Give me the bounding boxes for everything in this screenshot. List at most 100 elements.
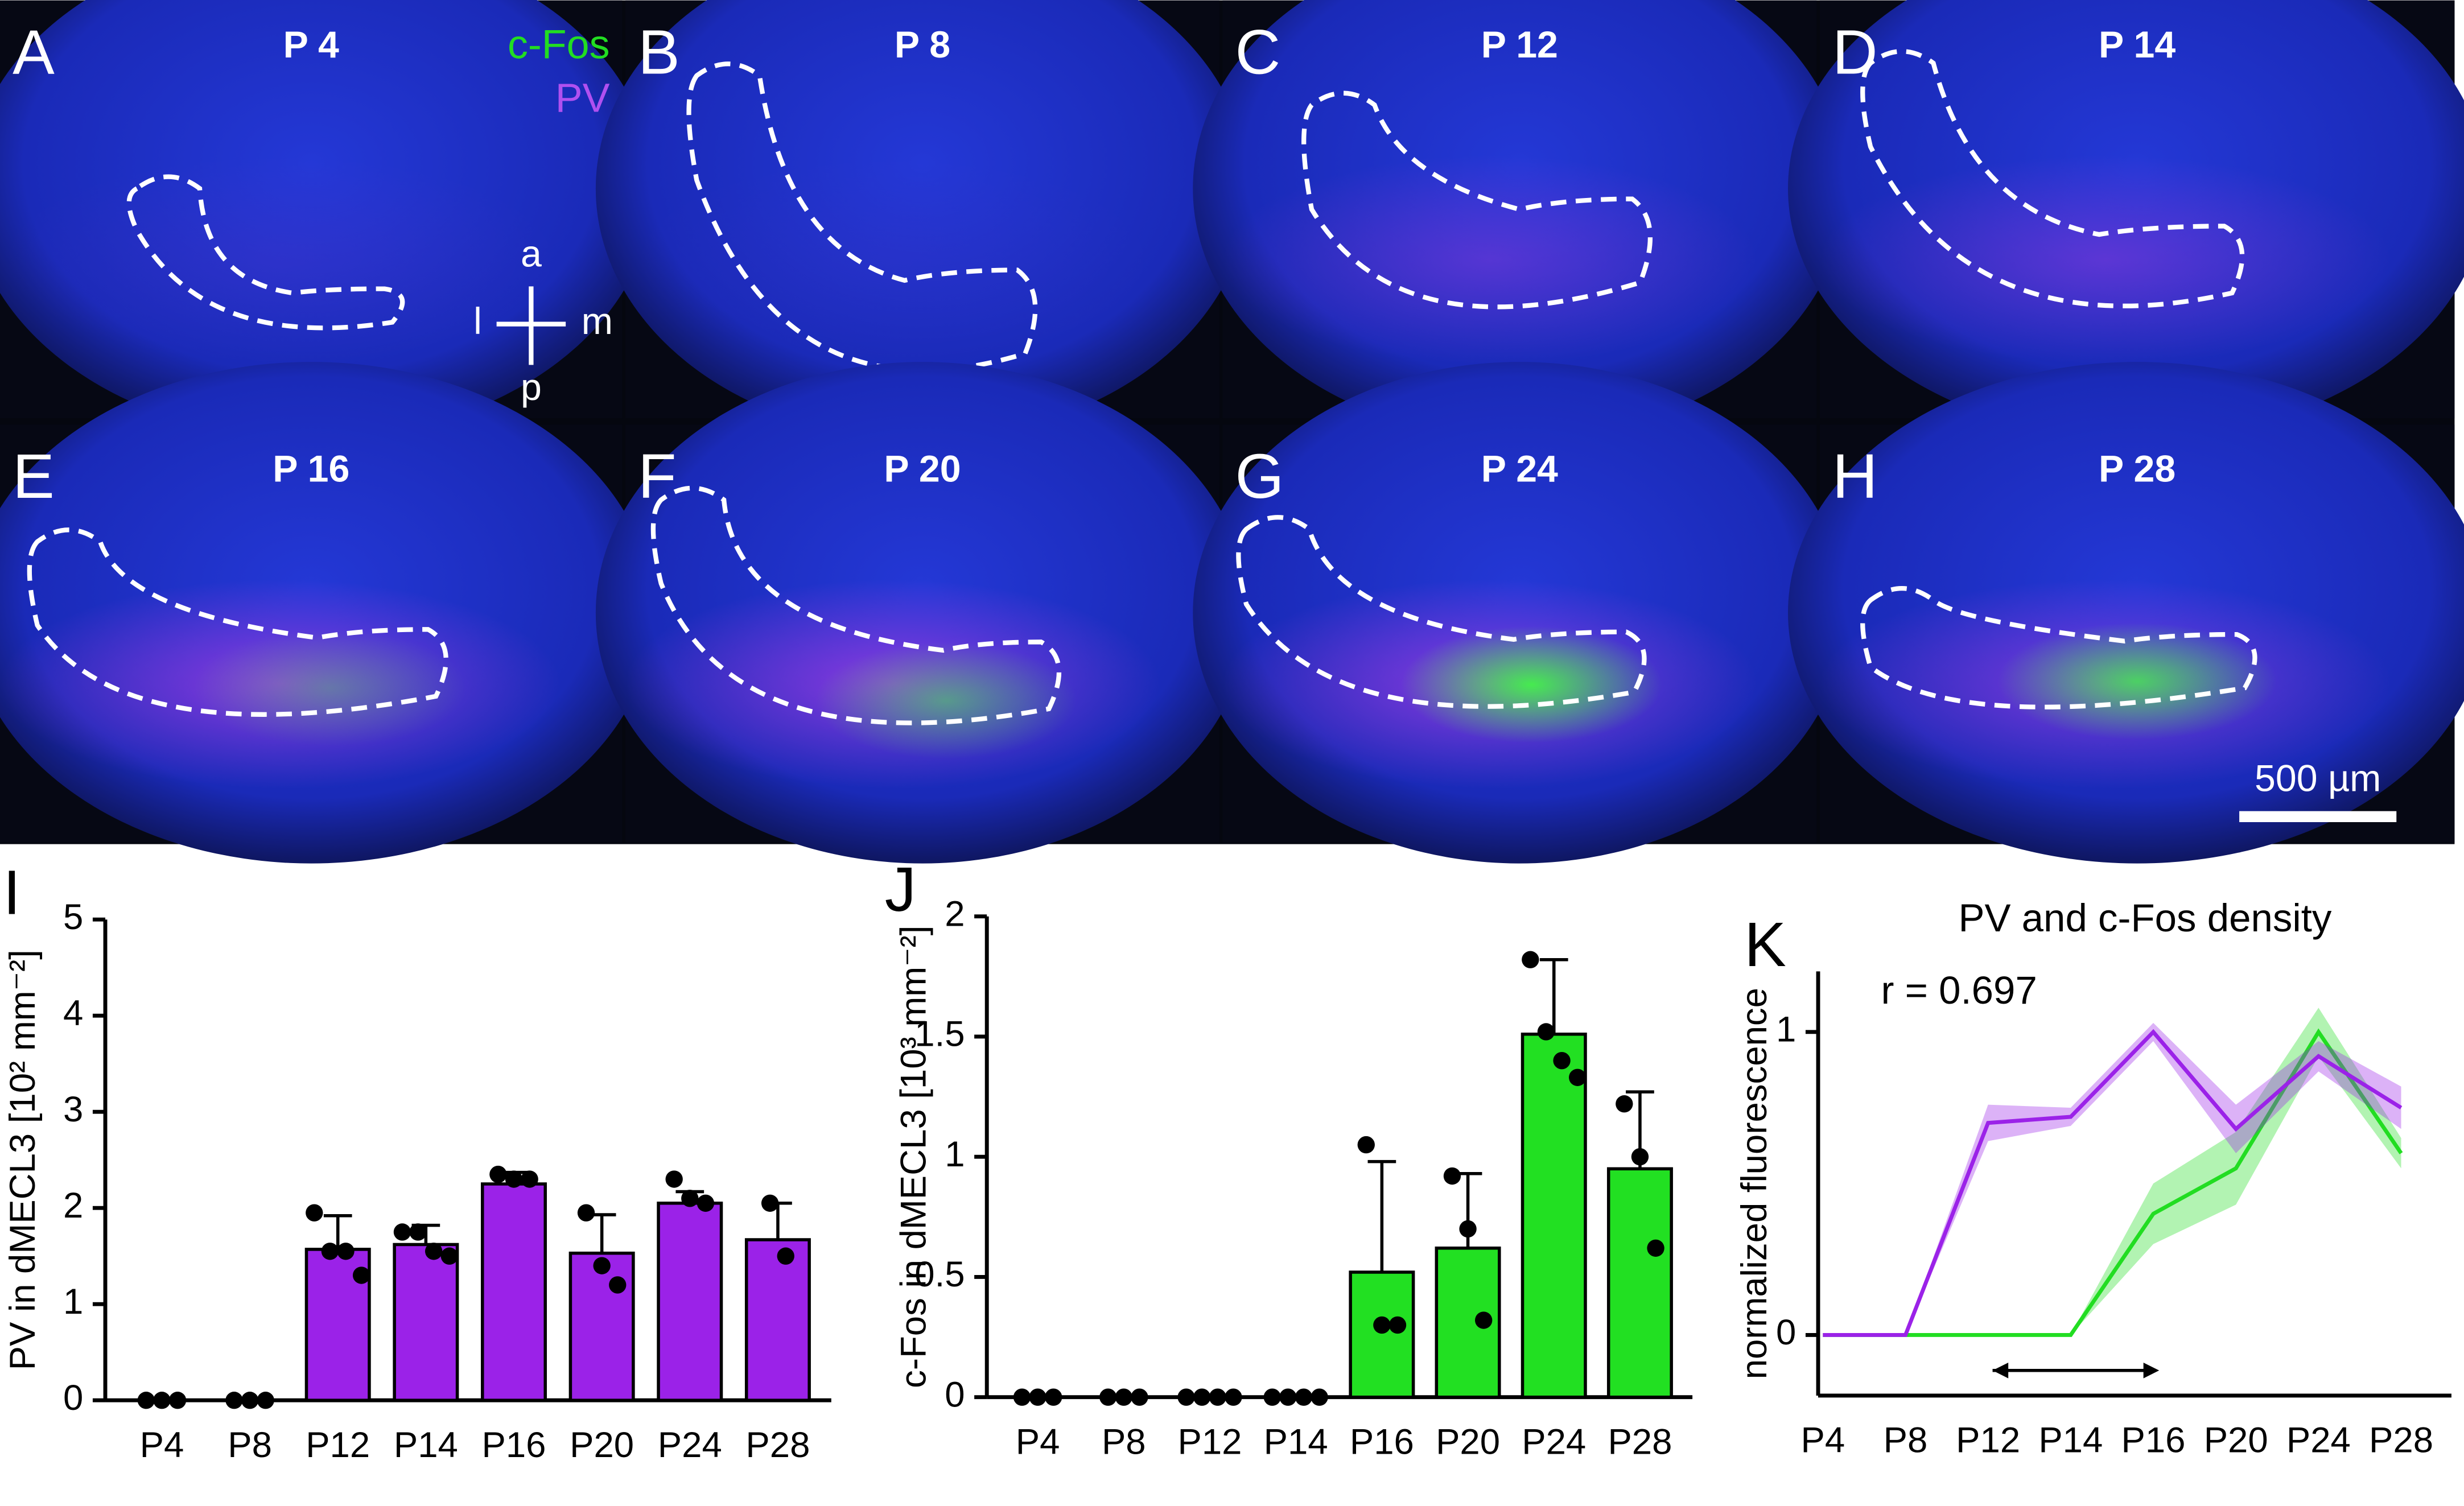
orientation-label: m — [582, 300, 613, 343]
data-point — [1131, 1388, 1148, 1406]
panel-letter: I — [3, 858, 21, 928]
data-point — [440, 1247, 458, 1265]
chart-title: PV and c-Fos density — [1958, 896, 2331, 940]
line — [1823, 1029, 2403, 1337]
pv-signal — [1222, 155, 1757, 364]
age-label: P 8 — [895, 24, 950, 66]
data-point — [1193, 1388, 1211, 1406]
data-point — [1373, 1316, 1391, 1334]
data-point — [697, 1194, 715, 1212]
y-tick-label: 1.5 — [914, 1014, 965, 1054]
micrograph: G P 24 — [1193, 362, 1847, 864]
panel-letter: D — [1832, 17, 1878, 87]
y-tick-label: 3 — [63, 1090, 83, 1129]
micrograph: C P 12 — [1193, 0, 1847, 439]
data-point — [1537, 1023, 1555, 1041]
scale-bar-label: 500 µm — [2255, 758, 2381, 800]
data-point — [1177, 1388, 1195, 1406]
data-point — [1522, 951, 1539, 968]
data-point — [337, 1243, 355, 1260]
panel-letter: B — [638, 17, 680, 87]
data-point — [257, 1392, 274, 1409]
data-point — [593, 1257, 611, 1274]
x-tick-label: P8 — [1102, 1422, 1146, 1462]
bar — [393, 1243, 459, 1402]
data-point — [1013, 1388, 1031, 1406]
y-axis-label: PV in dMECL3 [10² mm⁻²] — [3, 950, 43, 1370]
data-point — [1029, 1388, 1046, 1406]
x-tick-label: P16 — [482, 1425, 546, 1465]
panel-letter: H — [1832, 442, 1878, 511]
bar — [1521, 1032, 1587, 1399]
data-point — [681, 1190, 699, 1207]
orientation-label: p — [521, 366, 542, 409]
data-point — [609, 1276, 627, 1294]
micrograph: A P 4 — [0, 0, 654, 439]
panel-letter: C — [1235, 17, 1281, 87]
y-tick-label: 1 — [945, 1134, 965, 1174]
age-label: P 4 — [283, 24, 339, 66]
data-point — [225, 1392, 243, 1409]
orientation-label: l — [473, 300, 482, 343]
panel-letter: F — [638, 442, 676, 511]
region-outline — [686, 61, 1038, 373]
data-point — [665, 1170, 683, 1188]
data-point — [393, 1223, 411, 1241]
data-point — [1443, 1167, 1461, 1185]
x-tick-label: P24 — [1522, 1422, 1586, 1462]
micrograph: B P 8 — [596, 0, 1249, 439]
age-label: P 20 — [884, 448, 961, 490]
bar — [1349, 1270, 1415, 1399]
y-tick-label: 1 — [1776, 1010, 1796, 1050]
y-tick-label: 2 — [945, 894, 965, 934]
data-point — [1099, 1388, 1117, 1406]
x-tick-label: P24 — [2286, 1421, 2351, 1460]
x-tick-label: P14 — [1264, 1422, 1328, 1462]
x-tick-label: P12 — [306, 1425, 370, 1465]
pv-signal — [0, 155, 561, 364]
y-tick-label: 5 — [63, 897, 83, 937]
data-point — [1357, 1136, 1375, 1154]
bar — [481, 1182, 547, 1402]
cfos-signal — [1997, 622, 2277, 740]
data-point — [1616, 1095, 1633, 1113]
x-tick-label: P28 — [2369, 1421, 2433, 1460]
data-point — [1225, 1388, 1242, 1406]
x-tick-label: P14 — [394, 1425, 458, 1465]
data-point — [1568, 1068, 1587, 1086]
x-tick-label: P16 — [2121, 1421, 2186, 1460]
data-point — [1553, 1052, 1571, 1070]
data-point — [1631, 1148, 1649, 1166]
micrograph: F P 20 — [595, 362, 1250, 864]
data-point — [352, 1266, 370, 1284]
x-tick-label: P8 — [1884, 1421, 1928, 1460]
y-tick-label: 2 — [63, 1186, 83, 1226]
x-tick-label: P28 — [745, 1425, 810, 1465]
region-outline — [1301, 90, 1653, 310]
age-label: P 24 — [1481, 448, 1558, 490]
data-point — [1388, 1316, 1407, 1334]
data-point — [153, 1392, 171, 1409]
channel-label: c-Fos — [508, 22, 609, 68]
data-point — [321, 1243, 339, 1260]
data-point — [409, 1223, 427, 1241]
channel-label: PV — [555, 75, 610, 121]
data-point — [521, 1170, 538, 1188]
data-point — [425, 1243, 443, 1260]
data-point — [1279, 1388, 1297, 1406]
region-outline — [27, 527, 448, 717]
bar — [568, 1251, 635, 1402]
pv-signal — [625, 155, 1160, 364]
region-outline — [1860, 586, 2257, 709]
x-tick-label: P20 — [1436, 1422, 1500, 1462]
data-point — [306, 1204, 323, 1222]
error-band — [1823, 1022, 2401, 1335]
bar — [657, 1202, 723, 1402]
region-outline — [650, 485, 1062, 725]
region-outline — [1860, 49, 2245, 308]
data-point — [489, 1165, 507, 1183]
error-band — [1823, 1008, 2401, 1335]
panel-letter: A — [13, 17, 55, 87]
